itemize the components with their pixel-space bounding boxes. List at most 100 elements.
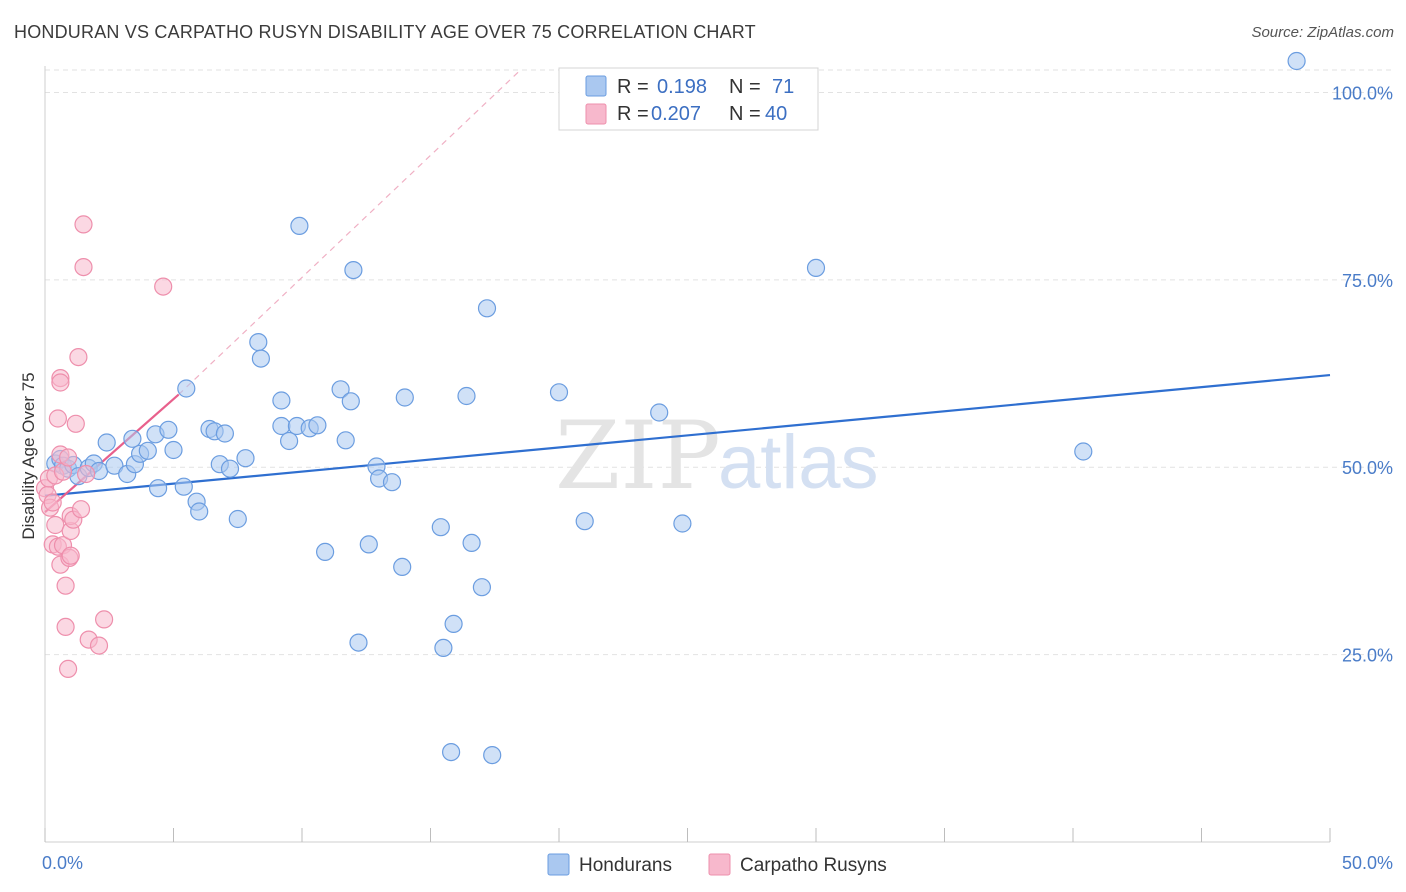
- honduran-point-40: [316, 542, 335, 562]
- honduran-point-52: [431, 518, 450, 537]
- carpatho-point-27: [71, 500, 91, 519]
- honduran-point-46: [359, 535, 378, 554]
- honduran-point-18: [159, 420, 178, 439]
- y-tick-label-0: 25.0%: [1342, 646, 1393, 666]
- x-tick-label-max: 50.0%: [1342, 853, 1393, 873]
- carpatho-point-29: [74, 258, 93, 277]
- stats-legend: R = 0.198 N = 71 R = 0.207 N = 40: [558, 67, 819, 131]
- watermark-zip: ZIP: [555, 402, 721, 511]
- watermark-atlas: atlas: [718, 420, 879, 505]
- honduran-point-39: [308, 416, 327, 435]
- honduran-point-64: [673, 514, 692, 533]
- axes: [44, 66, 1331, 843]
- honduran-point-10: [105, 456, 124, 475]
- carpatho-point-34: [154, 277, 173, 296]
- honduran-point-61: [549, 383, 569, 402]
- chart-title: HONDURAN VS CARPATHO RUSYN DISABILITY AG…: [14, 22, 756, 42]
- honduran-point-49: [382, 473, 402, 492]
- honduran-point-56: [457, 386, 476, 406]
- bottom-swatch-carpatho: [708, 853, 731, 876]
- carpatho-point-19: [58, 448, 78, 467]
- bottom-legend-carpatho: Carpatho Rusyns: [740, 855, 887, 876]
- legend-n-value-2: 40: [765, 103, 787, 125]
- carpatho-point-18: [58, 659, 78, 679]
- honduran-point-53: [434, 638, 453, 658]
- honduran-point-43: [341, 392, 360, 411]
- honduran-point-31: [249, 333, 268, 352]
- gridlines: [45, 69, 1392, 656]
- honduran-point-67: [1287, 51, 1306, 71]
- carpatho-point-17: [56, 617, 75, 637]
- legend-n-value-1: 71: [772, 76, 794, 98]
- legend-swatch-hondurans: [585, 75, 607, 97]
- x-tick-label-min: 0.0%: [42, 853, 83, 873]
- honduran-point-42: [336, 431, 355, 450]
- legend-n-label-2: N =: [729, 103, 761, 125]
- honduran-point-37: [290, 216, 309, 235]
- y-tick-label-3: 100.0%: [1332, 83, 1393, 103]
- carpatho-point-4: [43, 493, 62, 512]
- honduran-trend-line: [44, 373, 1331, 497]
- honduran-point-9: [97, 433, 116, 452]
- honduran-point-32: [251, 349, 270, 368]
- bottom-swatch-hondurans: [547, 853, 570, 876]
- honduran-point-65: [806, 258, 826, 277]
- honduran-point-21: [177, 379, 196, 398]
- carpatho-point-16: [56, 576, 75, 595]
- trend-lines: [44, 69, 1331, 514]
- carpatho-point-9: [48, 409, 68, 428]
- honduran-point-33: [272, 391, 291, 410]
- legend-n-label-1: N =: [729, 76, 761, 98]
- carpatho-point-28: [74, 215, 93, 234]
- honduran-point-66: [1074, 442, 1093, 461]
- carpatho-point-33: [94, 610, 114, 629]
- legend-r-label-2: R =: [617, 103, 649, 125]
- bottom-legend-hondurans: Hondurans: [579, 855, 672, 876]
- carpatho-point-23: [61, 546, 80, 565]
- tick-labels: 25.0% 50.0% 75.0% 100.0% 0.0% 50.0%: [42, 83, 1393, 873]
- honduran-point-62: [575, 512, 594, 531]
- source-label: Source: ZipAtlas.com: [1251, 24, 1394, 41]
- carpatho-point-11: [51, 373, 70, 392]
- honduran-point-34: [272, 416, 291, 436]
- honduran-point-59: [477, 299, 497, 318]
- legend-r-label-1: R =: [617, 76, 649, 98]
- honduran-point-29: [228, 509, 247, 529]
- y-axis-label: Disability Age Over 75: [19, 372, 38, 539]
- honduran-point-63: [650, 403, 669, 422]
- honduran-point-20: [174, 477, 193, 496]
- carpatho-point-7: [46, 515, 65, 535]
- y-tick-label-2: 75.0%: [1342, 271, 1393, 291]
- honduran-point-45: [349, 633, 368, 652]
- honduran-point-17: [149, 479, 168, 498]
- honduran-point-28: [220, 459, 240, 478]
- carpatho-point-30: [76, 464, 96, 484]
- honduran-point-44: [344, 261, 363, 280]
- honduran-point-60: [483, 745, 502, 765]
- honduran-point-30: [236, 449, 255, 468]
- honduran-point-41: [331, 380, 350, 399]
- honduran-point-15: [138, 441, 157, 460]
- honduran-point-57: [462, 533, 481, 553]
- honduran-point-35: [280, 431, 299, 451]
- honduran-point-50: [393, 557, 412, 577]
- honduran-point-58: [472, 578, 491, 597]
- honduran-point-12: [123, 429, 142, 448]
- legend-swatch-carpatho: [585, 103, 607, 125]
- honduran-point-27: [215, 424, 234, 443]
- carpatho-trend-line: [44, 393, 180, 514]
- carpatho-trend-extension: [178, 69, 521, 395]
- honduran-point-54: [442, 742, 461, 762]
- honduran-point-23: [190, 502, 209, 521]
- honduran-point-19: [164, 440, 183, 460]
- y-tick-label-1: 50.0%: [1342, 458, 1393, 478]
- legend-r-value-1: 0.198: [657, 76, 707, 98]
- honduran-point-51: [395, 388, 414, 407]
- data-points: [35, 51, 1306, 765]
- carpatho-point-25: [66, 414, 85, 433]
- legend-r-value-2: 0.207: [651, 103, 701, 125]
- carpatho-point-32: [89, 636, 109, 655]
- honduran-point-55: [444, 614, 463, 634]
- carpatho-point-26: [69, 348, 88, 367]
